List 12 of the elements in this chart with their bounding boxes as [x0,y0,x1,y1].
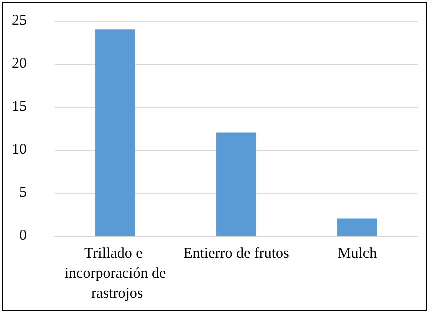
y-tick-label: 20 [12,56,27,72]
y-tick-label: 0 [20,228,27,244]
bar [216,132,256,236]
x-tick-label: Entierro de frutos [184,246,290,262]
x-tick-label: Mulch [338,246,378,262]
y-tick-label: 10 [12,142,27,158]
y-tick-label: 5 [20,185,27,201]
y-tick-label: 15 [12,99,27,115]
bar [96,30,136,236]
y-tick-label: 25 [12,13,27,29]
bar [338,218,378,236]
x-tick-label: Trillado e incorporación de rastrojos [64,246,166,302]
